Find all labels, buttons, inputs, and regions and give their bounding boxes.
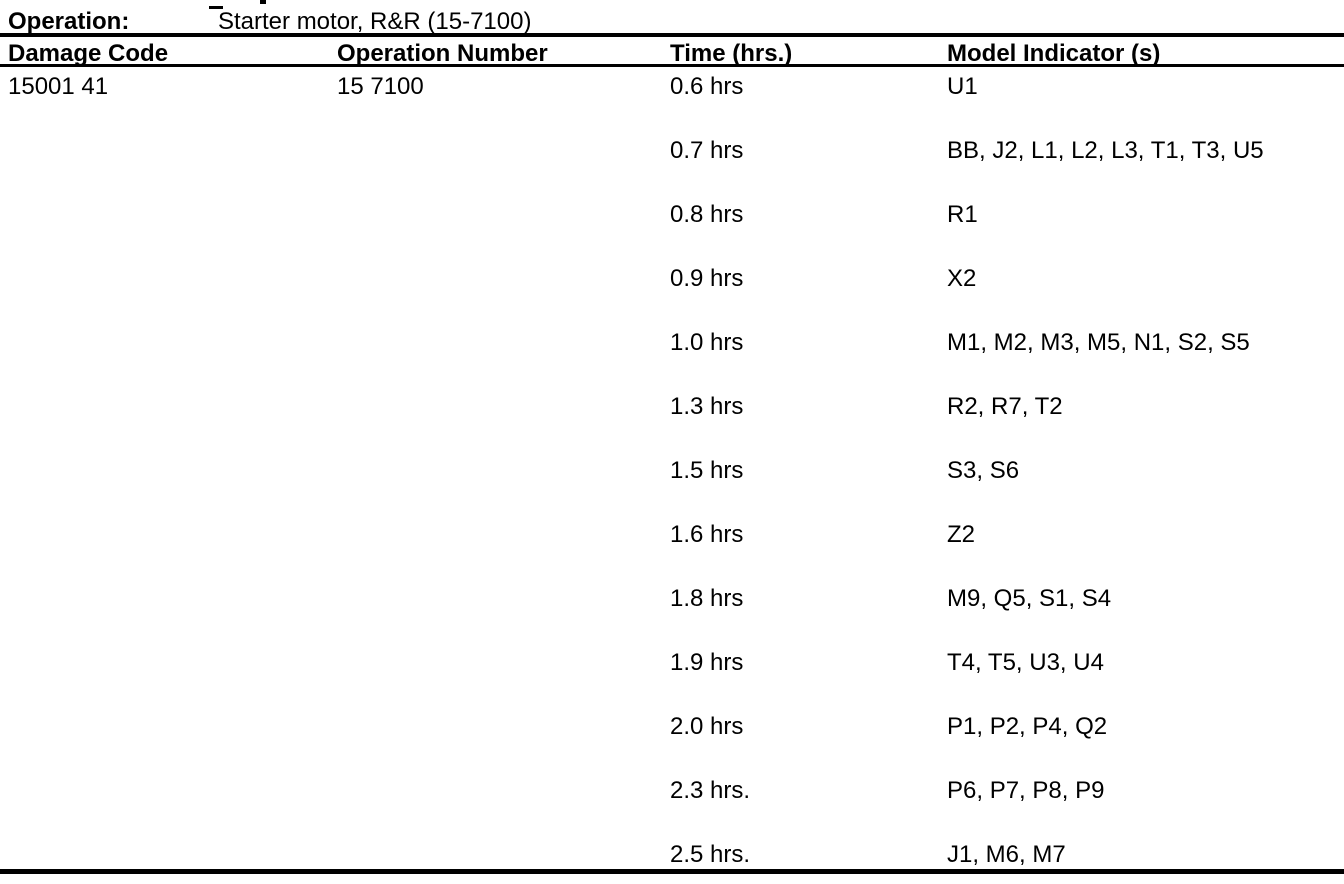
model-indicators-cell: P1, P2, P4, Q2: [947, 713, 1108, 740]
operation-number-cell: [337, 650, 670, 714]
damage-code-cell: [0, 586, 337, 650]
table-body: 15001 41 15 7100 0.6 hrs U1 0.7 hrs BB, …: [0, 67, 1344, 869]
model-indicators-cell: X2: [947, 265, 977, 292]
damage-code-cell: [0, 842, 337, 869]
time-cell: 0.8 hrs: [670, 201, 744, 228]
table-header-row: Damage Code Operation Number Time (hrs.)…: [0, 37, 1344, 67]
operation-number-cell: [337, 778, 670, 842]
operation-number-cell: [337, 202, 670, 266]
table-row: 1.5 hrs S3, S6: [0, 458, 1344, 522]
operation-number-cell: [337, 266, 670, 330]
model-indicators-cell: R2, R7, T2: [947, 393, 1063, 420]
table-row: 1.0 hrs M1, M2, M3, M5, N1, S2, S5: [0, 330, 1344, 394]
model-indicators-cell: S3, S6: [947, 457, 1020, 484]
model-indicators-cell: P6, P7, P8, P9: [947, 777, 1105, 804]
column-header-model-indicators: Model Indicator (s): [947, 40, 1161, 67]
damage-code-cell: [0, 458, 337, 522]
damage-code-cell: [0, 778, 337, 842]
table-bottom-rule: [0, 869, 1344, 874]
damage-code-cell: [0, 394, 337, 458]
operation-number-cell: [337, 458, 670, 522]
operation-value: Starter motor, R&R (15-7100): [218, 8, 532, 35]
operation-number-cell: [337, 842, 670, 869]
time-cell: 2.0 hrs: [670, 713, 744, 740]
model-indicators-cell: M1, M2, M3, M5, N1, S2, S5: [947, 329, 1250, 356]
table-row: 0.9 hrs X2: [0, 266, 1344, 330]
table-row: 1.6 hrs Z2: [0, 522, 1344, 586]
model-indicators-cell: U1: [947, 73, 978, 100]
table-row: 2.0 hrs P1, P2, P4, Q2: [0, 714, 1344, 778]
operation-header-row: Operation: Starter motor, R&R (15-7100): [0, 0, 1344, 37]
time-cell: 1.8 hrs: [670, 585, 744, 612]
clipped-text-fragment: [260, 0, 266, 4]
operation-number-cell: [337, 394, 670, 458]
damage-code-cell: [0, 522, 337, 586]
model-indicators-cell: M9, Q5, S1, S4: [947, 585, 1112, 612]
column-header-damage-code: Damage Code: [8, 40, 169, 67]
damage-code-cell: [0, 138, 337, 202]
table-row: 1.3 hrs R2, R7, T2: [0, 394, 1344, 458]
clipped-text-fragment: [209, 6, 223, 9]
time-cell: 1.9 hrs: [670, 649, 744, 676]
table-row: 1.9 hrs T4, T5, U3, U4: [0, 650, 1344, 714]
operation-number-cell: [337, 138, 670, 202]
time-cell: 1.5 hrs: [670, 457, 744, 484]
model-indicators-cell: Z2: [947, 521, 976, 548]
table-row: 2.3 hrs. P6, P7, P8, P9: [0, 778, 1344, 842]
time-cell: 1.6 hrs: [670, 521, 744, 548]
table-row: 0.8 hrs R1: [0, 202, 1344, 266]
time-cell: 1.3 hrs: [670, 393, 744, 420]
column-header-time: Time (hrs.): [670, 40, 793, 67]
damage-code-cell: [0, 202, 337, 266]
time-cell: 1.0 hrs: [670, 329, 744, 356]
operation-label: Operation:: [8, 8, 130, 35]
model-indicators-cell: BB, J2, L1, L2, L3, T1, T3, U5: [947, 137, 1264, 164]
operation-number-cell: [337, 330, 670, 394]
damage-code-cell: [0, 650, 337, 714]
column-header-operation-number: Operation Number: [337, 40, 548, 67]
operation-number-cell: [337, 714, 670, 778]
damage-code-cell: [0, 330, 337, 394]
operation-number-cell: [337, 522, 670, 586]
table-row: 15001 41 15 7100 0.6 hrs U1: [0, 74, 1344, 138]
operation-number-cell: [337, 586, 670, 650]
operation-number-cell: 15 7100: [337, 73, 424, 100]
model-indicators-cell: R1: [947, 201, 978, 228]
time-cell: 2.5 hrs.: [670, 841, 751, 868]
model-indicators-cell: J1, M6, M7: [947, 841, 1066, 868]
table-row: 1.8 hrs M9, Q5, S1, S4: [0, 586, 1344, 650]
table-row: 0.7 hrs BB, J2, L1, L2, L3, T1, T3, U5: [0, 138, 1344, 202]
time-cell: 0.7 hrs: [670, 137, 744, 164]
table-row: 2.5 hrs. J1, M6, M7: [0, 842, 1344, 869]
damage-code-cell: [0, 714, 337, 778]
time-cell: 0.9 hrs: [670, 265, 744, 292]
damage-code-cell: [0, 266, 337, 330]
time-cell: 0.6 hrs: [670, 73, 744, 100]
model-indicators-cell: T4, T5, U3, U4: [947, 649, 1104, 676]
time-cell: 2.3 hrs.: [670, 777, 751, 804]
damage-code-cell: 15001 41: [8, 73, 109, 100]
